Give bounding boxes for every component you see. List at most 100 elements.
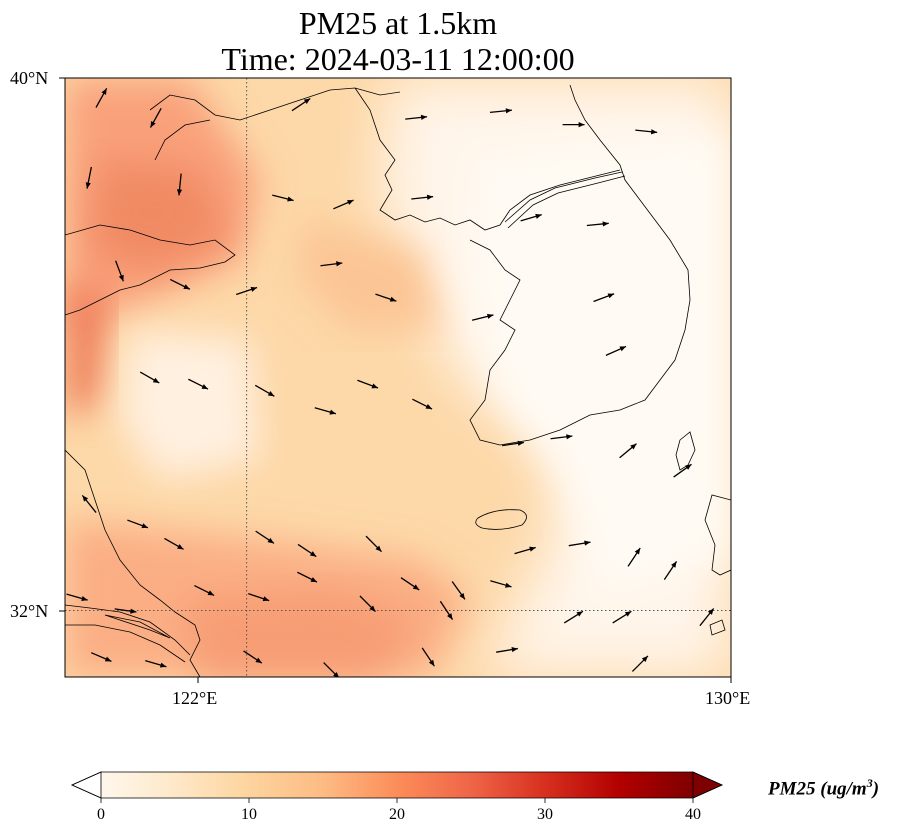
tsushima-island — [675, 431, 696, 471]
wind-arrow — [568, 540, 591, 547]
wind-arrow — [562, 121, 585, 128]
colorbar-ticklabel-30: 30 — [537, 806, 553, 823]
wind-arrow — [586, 221, 609, 227]
wind-arrow — [85, 166, 93, 189]
colorbar — [71, 771, 723, 803]
dmz-line-2 — [507, 175, 626, 229]
colorbar-extend-min — [71, 771, 102, 799]
wind-arrow — [411, 194, 434, 200]
wind-arrow — [490, 580, 512, 588]
colorbar-body — [101, 772, 693, 798]
wind-arrow — [502, 440, 525, 447]
wind-arrow — [255, 530, 275, 544]
wind-arrow — [514, 546, 536, 555]
field-low-central — [120, 330, 260, 480]
wind-arrow — [631, 655, 649, 672]
wind-arrow — [612, 610, 632, 624]
field-high-west — [65, 280, 110, 420]
colorbar-label: PM25 (ug/m3) — [768, 776, 880, 800]
wind-arrow — [243, 650, 263, 664]
wind-arrow — [333, 199, 354, 210]
wind-arrow — [194, 584, 215, 596]
wind-arrow — [95, 88, 108, 108]
plot-title: PM25 at 1.5km — [298, 5, 498, 41]
wind-arrow — [139, 371, 160, 384]
wind-arrow — [297, 571, 318, 583]
lon-label-130: 130°E — [705, 688, 751, 708]
wind-arrow — [405, 114, 428, 120]
field-lowest-korea — [470, 130, 731, 600]
shandong-peninsula-coast — [65, 224, 236, 316]
axis-ticks — [59, 77, 732, 683]
wind-arrow — [496, 646, 518, 653]
yangtze-north-bank — [65, 604, 191, 656]
wind-arrow — [550, 434, 573, 440]
koshiki-island — [709, 619, 726, 636]
kyushu-coast — [704, 494, 731, 576]
wind-vectors — [66, 88, 715, 677]
jiangsu-coast — [65, 449, 201, 677]
wind-arrow — [291, 97, 311, 112]
wind-arrow — [421, 647, 435, 667]
wind-arrow — [400, 577, 420, 591]
wind-arrow — [323, 662, 339, 677]
wind-arrow — [520, 213, 542, 222]
wind-arrow — [145, 660, 167, 668]
colorbar-ticklabel-20: 20 — [389, 806, 405, 823]
wind-arrow — [164, 537, 184, 550]
wind-arrow — [439, 600, 454, 620]
wind-arrow — [272, 194, 294, 202]
lat-label-32: 32°N — [10, 601, 49, 621]
wind-arrow — [297, 543, 317, 558]
wind-arrow — [412, 398, 433, 410]
wind-arrow — [81, 494, 97, 513]
gridlines — [65, 78, 731, 677]
wind-arrow — [673, 463, 692, 478]
wind-arrow — [357, 379, 379, 389]
coastlines — [65, 84, 731, 677]
wind-arrow — [489, 108, 512, 114]
wind-arrow — [254, 384, 275, 397]
plot-subtitle-time: Time: 2024-03-11 12:00:00 — [221, 41, 575, 77]
wind-arrow — [188, 378, 209, 390]
dmz-line-1 — [504, 171, 623, 223]
wind-arrow — [359, 595, 376, 613]
liaodong-peninsula-coast — [154, 119, 211, 161]
wind-arrow — [235, 286, 258, 296]
wind-arrow — [563, 610, 584, 624]
wind-arrow — [471, 313, 494, 321]
wind-arrow — [176, 173, 183, 196]
wind-arrow — [169, 278, 191, 290]
wind-arrow — [320, 261, 343, 267]
wind-arrow — [593, 293, 615, 303]
colorbar-ticklabel-10: 10 — [241, 806, 257, 823]
chongming-island — [104, 614, 171, 639]
map-frame — [64, 77, 732, 678]
wind-arrow — [90, 652, 112, 662]
wind-arrow — [114, 608, 137, 614]
wind-arrow — [127, 519, 149, 529]
wind-arrow — [619, 443, 637, 459]
wind-arrow — [451, 581, 466, 600]
field-mid-north — [300, 220, 440, 330]
colorbar-extend-max — [692, 771, 723, 799]
field-peak-south — [180, 590, 420, 677]
wind-arrow — [149, 108, 162, 128]
wind-arrow — [314, 407, 337, 415]
yalu-to-han-coast — [354, 87, 621, 231]
colorbar-ticklabel-0: 0 — [97, 806, 105, 823]
pm25-field — [65, 78, 731, 677]
wind-arrow — [115, 260, 124, 282]
wind-arrow — [365, 535, 383, 553]
wind-arrow — [66, 593, 88, 602]
colorbar-ticklabel-40: 40 — [685, 806, 701, 823]
yangtze-south-bank — [65, 624, 186, 663]
wind-arrow — [605, 345, 627, 356]
wind-arrow — [663, 560, 678, 581]
lat-label-40: 40°N — [10, 68, 49, 88]
bohai-north-coast — [149, 87, 401, 121]
wind-arrow — [375, 293, 397, 302]
wind-arrow — [248, 593, 270, 602]
wind-arrow — [635, 129, 658, 135]
